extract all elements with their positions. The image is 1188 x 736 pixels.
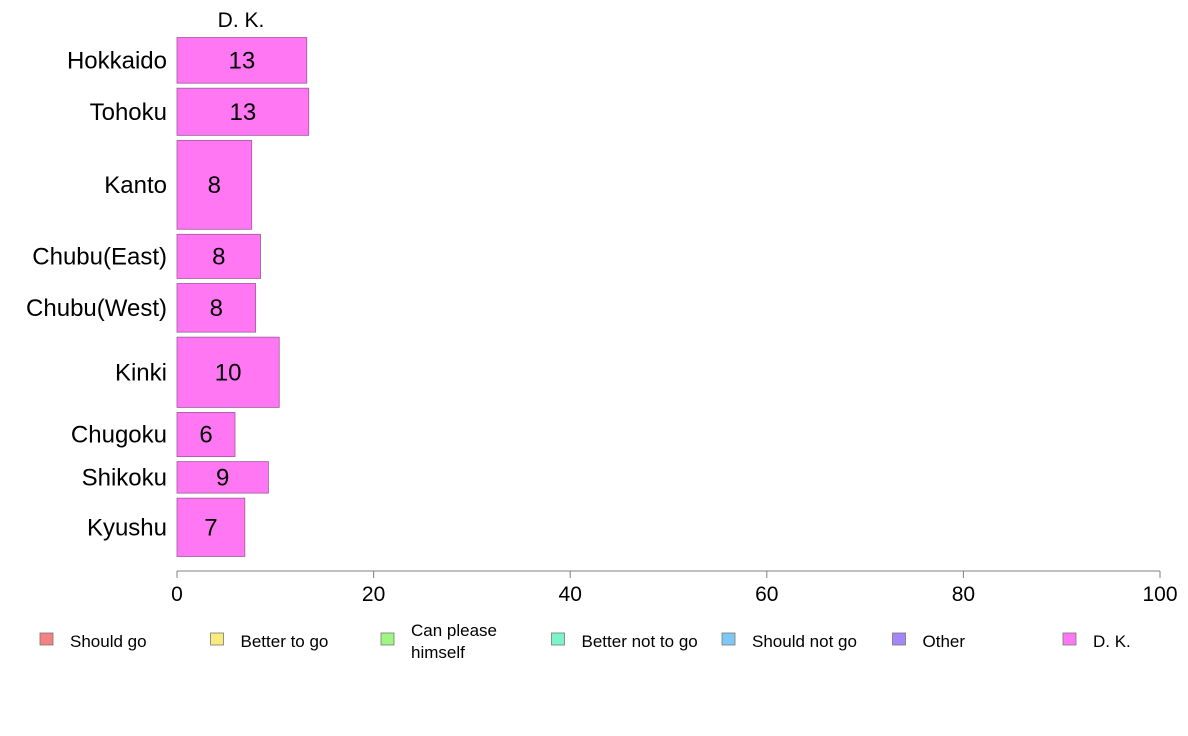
legend-label: Other — [923, 632, 966, 651]
value-label: 8 — [210, 295, 223, 322]
bar-kanto — [176, 139, 253, 230]
bar-tohoku — [176, 87, 310, 136]
category-label: Kinki — [115, 359, 167, 386]
value-label: 6 — [199, 422, 212, 449]
bar-kinki — [176, 336, 280, 408]
value-label: 9 — [216, 464, 229, 491]
legend-swatch — [892, 632, 906, 646]
bar-hokkaido — [176, 37, 308, 84]
legend-swatch — [721, 632, 736, 646]
category-label: Chubu(East) — [32, 243, 167, 270]
category-label: Hokkaido — [67, 47, 167, 74]
bar-chubu-west- — [176, 283, 257, 333]
x-tick-label: 60 — [755, 583, 778, 606]
x-tick-label: 0 — [171, 583, 183, 606]
value-label: 10 — [215, 359, 242, 386]
legend-label: Better not to go — [582, 632, 698, 651]
bar-chubu-east- — [176, 233, 261, 279]
legend-label: Should go — [70, 632, 147, 651]
category-label: Tohoku — [90, 99, 167, 126]
legend-swatch — [1062, 632, 1077, 646]
x-tick-label: 20 — [362, 583, 385, 606]
bar-shikoku — [176, 461, 269, 494]
category-label: Kanto — [104, 172, 167, 199]
x-tick-label: 40 — [559, 583, 582, 606]
bar-chugoku — [176, 412, 236, 458]
legend-label: Better to go — [241, 632, 329, 651]
legend-swatch — [551, 632, 565, 646]
bar-kyushu — [176, 497, 246, 557]
category-label: Chubu(West) — [26, 295, 167, 322]
x-tick-label: 100 — [1142, 583, 1177, 606]
x-tick-label: 80 — [952, 583, 975, 606]
value-label: 8 — [212, 243, 225, 270]
legend-swatch — [210, 632, 224, 646]
value-label: 8 — [208, 172, 221, 199]
series-header: D. K. — [218, 9, 265, 32]
legend-label: Should not go — [752, 632, 857, 651]
category-label: Kyushu — [87, 514, 167, 541]
value-label: 13 — [229, 47, 256, 74]
legend-label: D. K. — [1093, 632, 1131, 651]
value-label: 7 — [204, 514, 217, 541]
category-label: Chugoku — [71, 422, 167, 449]
legend-label: Can please himself — [411, 621, 497, 662]
value-label: 13 — [230, 99, 257, 126]
category-label: Shikoku — [82, 464, 167, 491]
legend-swatch — [39, 632, 54, 646]
legend-swatch — [380, 632, 395, 646]
